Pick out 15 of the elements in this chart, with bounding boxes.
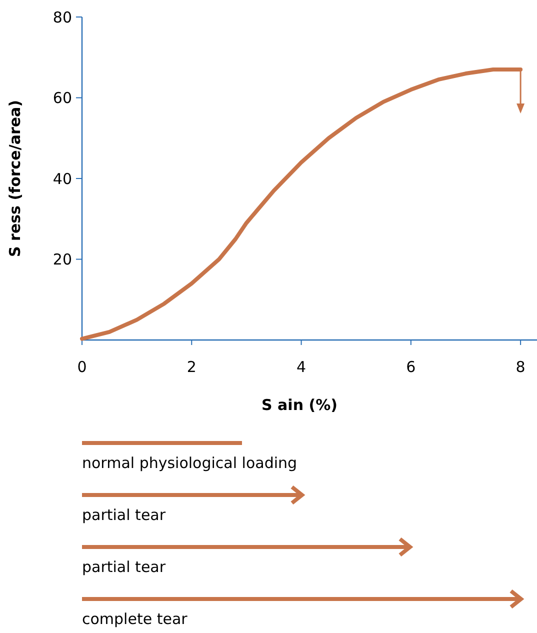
x-tick-label: 6	[406, 358, 416, 376]
x-tick-label: 8	[516, 358, 526, 376]
y-tick-label: 20	[52, 250, 72, 268]
y-tick-label: 60	[52, 89, 72, 107]
x-tick-label: 4	[296, 358, 306, 376]
text: partial tear	[82, 506, 166, 524]
y-tick-label: 40	[52, 170, 72, 188]
y-tick-label: 80	[52, 8, 72, 26]
x-axis-title: S ain (%)	[262, 396, 338, 414]
text: partial tear	[82, 558, 166, 576]
text: complete tear	[82, 610, 188, 628]
text: normal physiological loading	[82, 454, 298, 472]
x-tick-label: 2	[186, 358, 196, 376]
x-tick-label: 0	[77, 358, 87, 376]
y-axis-title: S ress (force/area)	[6, 100, 24, 257]
